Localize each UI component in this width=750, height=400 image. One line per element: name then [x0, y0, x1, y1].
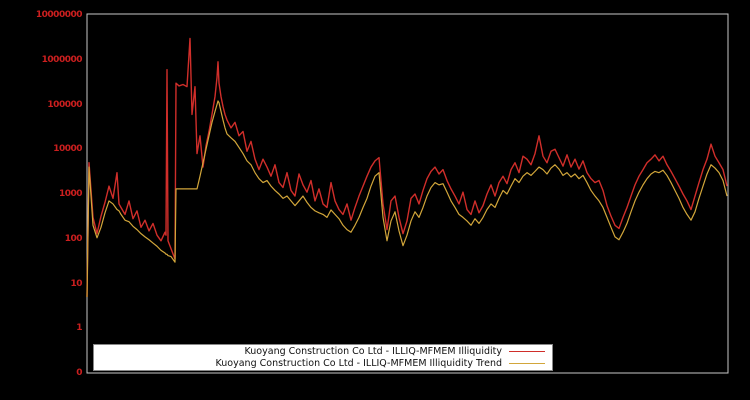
illiquidity-line	[86, 37, 728, 297]
legend-label-illiquidity: Kuoyang Construction Co Ltd - ILLIQ-MFME…	[244, 345, 502, 357]
legend-label-trend: Kuoyang Construction Co Ltd - ILLIQ-MFME…	[215, 357, 502, 369]
plot-frame	[86, 13, 729, 374]
y-tick-10000000: 10000000	[35, 10, 83, 20]
y-tick-100000: 100000	[47, 99, 82, 110]
legend: Kuoyang Construction Co Ltd - ILLIQ-MFME…	[93, 344, 553, 371]
legend-row-illiquidity: Kuoyang Construction Co Ltd - ILLIQ-MFME…	[94, 346, 552, 358]
y-tick-1000000: 1000000	[41, 54, 83, 65]
y-tick-1000: 1000	[58, 189, 83, 199]
y-tick-10: 10	[70, 278, 82, 289]
legend-line-sample-illiquidity	[509, 351, 545, 352]
legend-row-trend: Kuoyang Construction Co Ltd - ILLIQ-MFME…	[94, 358, 552, 370]
legend-line-sample-trend	[509, 363, 545, 364]
y-tick-10000: 10000	[53, 144, 82, 155]
y-tick-100: 100	[64, 233, 83, 244]
y-tick-1: 1	[76, 323, 82, 334]
illiquidity-trend-line	[86, 100, 728, 297]
y-tick-0: 0	[76, 368, 82, 378]
